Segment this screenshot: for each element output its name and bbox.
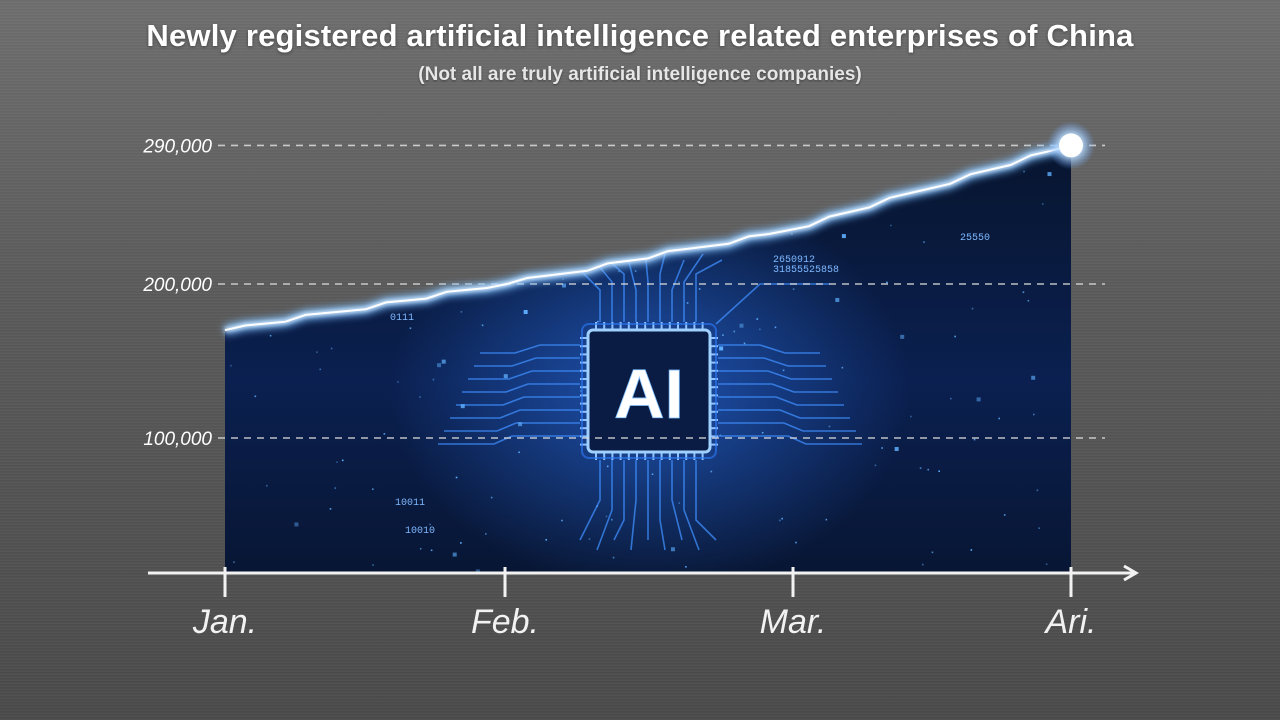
y-axis-ticks: 100,000 200,000 290,000 (142, 136, 212, 450)
y-tick-label: 290,000 (142, 136, 212, 157)
y-tick-label: 100,000 (143, 429, 212, 450)
series-end-marker (1047, 121, 1095, 170)
chart-title: Newly registered artificial intelligence… (146, 18, 1134, 53)
x-tick-label: Mar. (760, 603, 827, 641)
x-tick-label: Ari. (1044, 603, 1097, 641)
x-axis-ticks: Jan. Feb. Mar. Ari. (192, 567, 1097, 641)
x-axis (148, 564, 1139, 582)
x-tick-label: Feb. (471, 603, 539, 641)
value-line (223, 140, 1073, 336)
decor-digits: 2650912 (773, 255, 815, 266)
x-tick-label: Jan. (192, 603, 257, 641)
y-tick-label: 200,000 (142, 275, 212, 296)
decor-digits: 10011 (395, 498, 425, 509)
decor-digits: 25550 (960, 233, 990, 244)
decor-digits: 10010 (405, 526, 435, 537)
decor-digits: 31855525858 (773, 265, 839, 276)
ai-chip: AI (580, 322, 718, 460)
ai-chip-label: AI (614, 355, 684, 433)
end-marker-dot (1059, 133, 1083, 158)
gridlines (218, 144, 1105, 439)
decor-digits: 0111 (390, 313, 414, 324)
x-axis-arrow (1123, 564, 1139, 582)
chart-subtitle: (Not all are truly artificial intelligen… (418, 64, 862, 85)
